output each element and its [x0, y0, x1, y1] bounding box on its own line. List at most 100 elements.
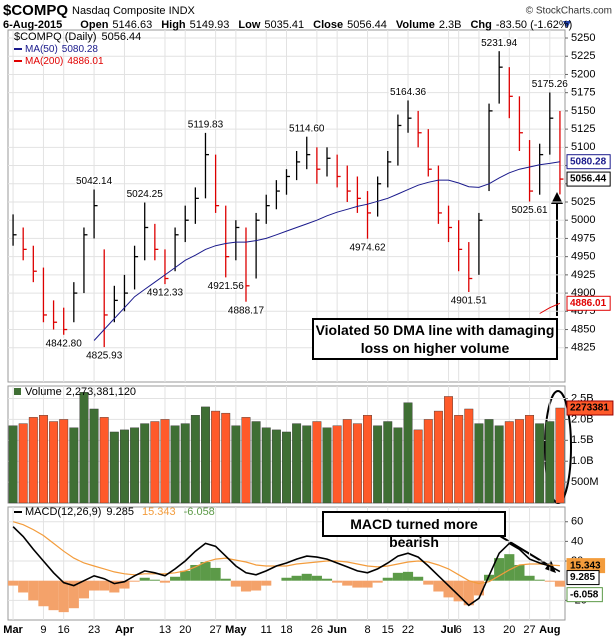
price-annotation: 5175.26: [532, 79, 569, 90]
macd-histogram-bar: [109, 580, 120, 593]
signal-line: [12, 521, 560, 585]
macd-histogram-bar: [291, 575, 302, 581]
legend-value: 9.285: [106, 506, 134, 518]
volume-bar: [38, 415, 48, 504]
y-tick-label: 5200: [571, 68, 595, 80]
y-tick-label: 5225: [571, 50, 595, 62]
y-tick-label: 4925: [571, 269, 595, 281]
macd-histogram-bar: [8, 580, 19, 586]
x-tick-label: 18: [280, 624, 292, 636]
change-arrow: [563, 21, 571, 28]
macd-histogram-bar: [402, 571, 414, 581]
x-tick-label: 11: [261, 624, 272, 636]
price-annotation: 5119.83: [188, 120, 224, 131]
macd-histogram-bar: [473, 580, 484, 596]
header-stat-value: 5149.93: [190, 19, 230, 31]
macd-histogram-bar: [423, 580, 434, 585]
macd-histogram-bar: [413, 576, 424, 581]
macd-histogram-bar: [332, 580, 343, 583]
volume-bar: [201, 406, 210, 504]
volume-bar: [525, 415, 535, 504]
x-tick-label: May: [225, 624, 247, 636]
macd-histogram-bar: [18, 580, 29, 593]
volume-bar: [241, 417, 251, 504]
macd-histogram-bar: [251, 580, 262, 591]
macd-histogram-bar: [230, 580, 241, 587]
value-box-label: 5080.28: [570, 156, 607, 167]
volume-bar: [403, 402, 413, 504]
value-box: [566, 400, 614, 416]
legend-value: -6.058: [184, 506, 215, 518]
macd-histogram-bar: [392, 572, 403, 581]
legend-swatch: [14, 388, 21, 395]
macd-histogram-bar: [534, 579, 545, 581]
macd-histogram-bar: [504, 554, 515, 581]
value-box: [566, 570, 600, 586]
y-tick-label: 5150: [571, 105, 595, 117]
macd-histogram-bar: [301, 573, 312, 581]
macd-histogram-bar: [372, 580, 383, 583]
macd-histogram-bar: [210, 567, 221, 581]
volume-bar: [423, 419, 433, 504]
value-box-label: 4886.01: [570, 298, 607, 309]
legend-value: 2,273,381,120: [66, 386, 136, 398]
x-tick-label: 20: [179, 624, 191, 636]
header-stat-label: Close: [313, 19, 343, 31]
macd-histogram-bar: [514, 564, 525, 581]
legend-name: $COMPQ (Daily): [14, 31, 97, 43]
x-tick-label: Aug: [539, 624, 560, 636]
moving-average: [539, 302, 561, 314]
macd-histogram-bar: [149, 579, 160, 581]
header-stat-value: 5056.44: [347, 19, 387, 31]
price-annotation: 4825.93: [86, 351, 123, 362]
y-tick-label: 40: [571, 535, 583, 547]
header-stat-label: Chg: [470, 19, 491, 31]
legend-value: 5080.28: [62, 44, 99, 55]
y-tick-label: 500M: [571, 476, 599, 488]
volume-bar: [444, 396, 453, 504]
macd-histogram-bar: [433, 580, 444, 592]
x-tick-label: 13: [159, 624, 171, 636]
price-annotation: 4974.62: [349, 242, 386, 253]
macd-histogram-bar: [200, 562, 211, 581]
volume-bar: [140, 423, 150, 504]
macd-histogram-bar: [170, 576, 181, 581]
value-box: [566, 171, 611, 187]
header-stat-label: Volume: [396, 19, 435, 31]
x-tick-label: 23: [88, 624, 100, 636]
x-tick-label: 15: [382, 624, 394, 636]
legend-value: 4886.01: [67, 56, 104, 67]
value-box-label: -6.058: [570, 589, 599, 600]
volume-bar: [69, 427, 79, 504]
value-box: [566, 587, 603, 603]
macd-histogram-bar: [352, 580, 363, 588]
value-box-label: 5056.44: [570, 174, 607, 185]
legend-name: MA(50): [25, 44, 58, 55]
volume-bar: [221, 412, 231, 504]
volume-bar: [322, 427, 332, 504]
legend: Volume 2,273,381,120: [25, 386, 136, 398]
macd-histogram-bar: [453, 580, 464, 602]
price-note: Violated 50 DMA line with damaging loss …: [312, 318, 558, 360]
y-tick-label: 5125: [571, 123, 595, 135]
volume-bar: [292, 423, 302, 504]
header-line: 6-Aug-2015 Open 5146.63 High 5149.93 Low 5035.…: [3, 19, 572, 31]
price-annotation: 5231.94: [481, 38, 518, 49]
volume-bar: [130, 427, 140, 504]
price-annotation: 5042.14: [76, 176, 113, 187]
header-stat-label: Low: [238, 19, 260, 31]
macd-histogram-bar: [119, 580, 130, 589]
x-tick-label: Jun: [327, 624, 347, 636]
macd-histogram-bar: [483, 574, 495, 581]
macd-histogram-bar: [261, 580, 272, 586]
price-annotation: 4888.17: [228, 305, 265, 316]
x-tick-label: Apr: [115, 624, 135, 636]
macd-histogram-bar: [382, 577, 393, 581]
volume-bar: [332, 425, 342, 504]
header-date: 6-Aug-2015: [3, 19, 62, 31]
volume-bar: [271, 429, 281, 504]
volume-bar: [99, 417, 109, 504]
volume-bar: [514, 419, 524, 504]
